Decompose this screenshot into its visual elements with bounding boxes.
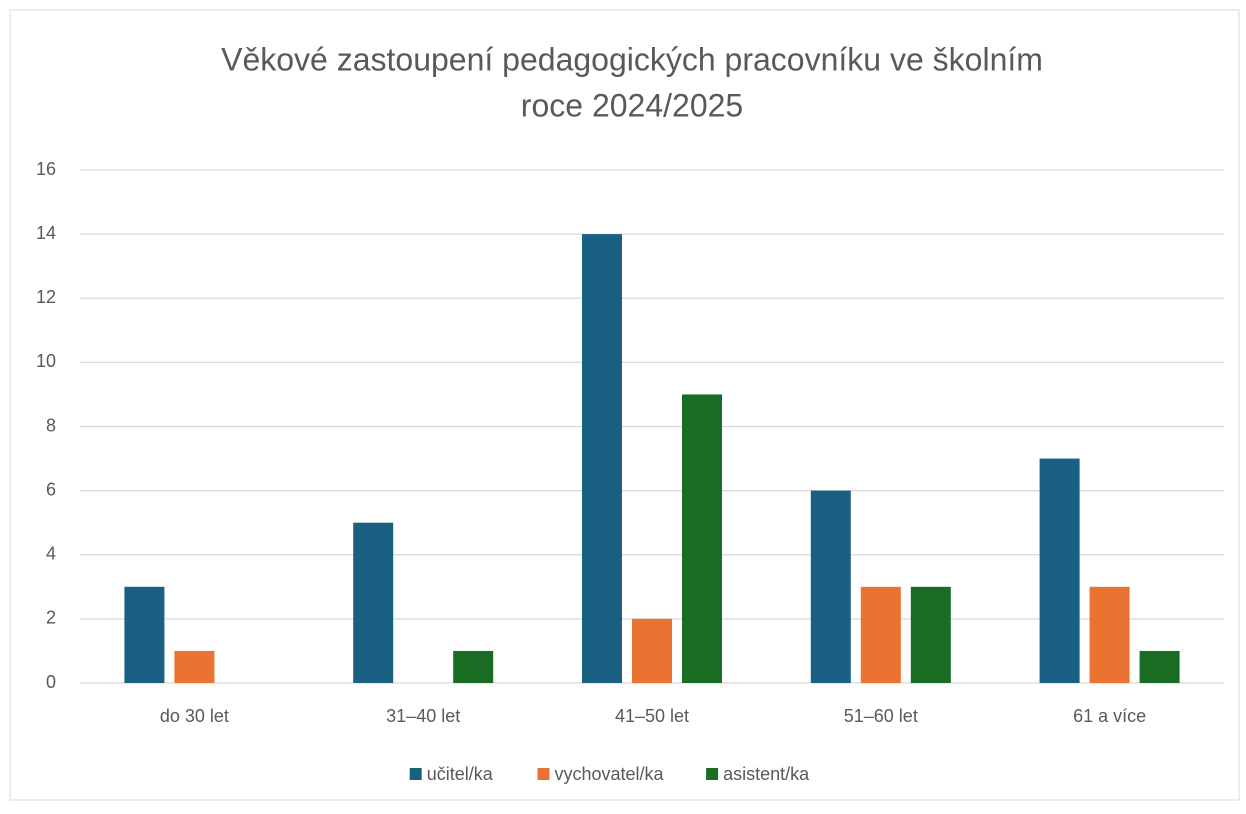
legend-swatch	[706, 768, 719, 780]
bar	[1089, 586, 1130, 683]
bar	[910, 586, 951, 683]
y-tick-label: 6	[46, 479, 56, 499]
bar	[1139, 650, 1180, 683]
x-tick-label: 51–60 let	[844, 706, 918, 726]
x-tick-label: do 30 let	[160, 706, 229, 726]
chart-frame	[9, 9, 1240, 801]
bar	[632, 618, 672, 683]
bar	[810, 490, 851, 683]
chart-title: Věkové zastoupení pedagogických pracovní…	[221, 41, 1043, 77]
x-tick-label: 41–50 let	[615, 706, 689, 726]
y-tick-label: 14	[36, 223, 56, 243]
legend-label: učitel/ka	[427, 764, 494, 784]
y-tick-label: 12	[36, 287, 56, 307]
y-tick-label: 2	[46, 608, 56, 628]
bar	[582, 234, 622, 683]
legend-swatch	[409, 768, 422, 780]
bar	[124, 586, 165, 683]
legend-label: asistent/ka	[723, 764, 810, 784]
y-tick-label: 16	[36, 159, 56, 179]
bar	[453, 650, 494, 683]
x-tick-label: 31–40 let	[386, 706, 460, 726]
y-tick-label: 8	[46, 415, 56, 435]
legend-swatch	[537, 768, 550, 780]
bar	[682, 394, 722, 683]
bar	[860, 586, 901, 683]
x-tick-label: 61 a více	[1073, 706, 1146, 726]
y-tick-label: 0	[46, 672, 56, 692]
y-tick-label: 10	[36, 351, 56, 371]
bar	[353, 522, 394, 683]
bar	[1039, 458, 1080, 683]
y-tick-label: 4	[46, 544, 56, 564]
bar	[174, 650, 215, 683]
chart-title: roce 2024/2025	[521, 87, 743, 123]
legend-label: vychovatel/ka	[555, 764, 665, 784]
